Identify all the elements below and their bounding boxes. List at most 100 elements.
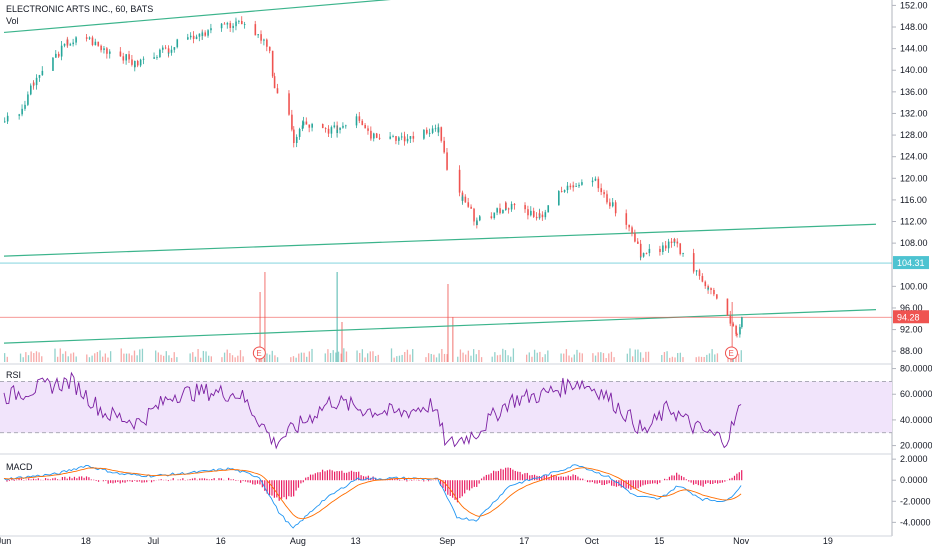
volume-bar bbox=[677, 353, 678, 362]
candle-body bbox=[266, 40, 268, 47]
macd-hist-bar bbox=[136, 480, 137, 482]
x-tick-label: Nov bbox=[733, 536, 750, 546]
macd-hist-bar bbox=[445, 480, 446, 491]
macd-hist-bar bbox=[55, 478, 56, 480]
macd-hist-bar bbox=[153, 480, 154, 481]
y-tick-label: 100.00 bbox=[900, 281, 928, 291]
candle-body bbox=[100, 48, 102, 50]
macd-hist-bar bbox=[11, 479, 12, 480]
macd-hist-bar bbox=[609, 480, 610, 483]
macd-hist-bar bbox=[686, 479, 687, 480]
candle-body bbox=[299, 129, 301, 137]
candle-body bbox=[446, 152, 448, 169]
macd-tick-label: -2.0000 bbox=[900, 496, 931, 506]
candle-body bbox=[109, 52, 111, 54]
macd-hist-bar bbox=[705, 480, 706, 484]
volume-bar bbox=[121, 348, 122, 362]
volume-bar bbox=[195, 357, 196, 362]
macd-hist-bar bbox=[173, 478, 174, 480]
volume-bar bbox=[110, 351, 111, 362]
candle-body bbox=[361, 121, 363, 125]
volume-bar bbox=[277, 357, 278, 362]
candle-body bbox=[89, 37, 91, 38]
volume-bar bbox=[497, 355, 498, 362]
volume-bar bbox=[211, 356, 212, 362]
volume-bar bbox=[460, 349, 461, 362]
candle-body bbox=[308, 125, 310, 128]
volume-bar bbox=[325, 353, 326, 362]
candle-body bbox=[128, 54, 130, 59]
volume-bar bbox=[613, 357, 614, 362]
candle-body bbox=[598, 179, 600, 188]
volume-bar bbox=[661, 355, 662, 362]
macd-hist-bar bbox=[235, 480, 236, 481]
candle-body bbox=[120, 52, 122, 57]
volume-bar bbox=[574, 355, 575, 362]
x-tick-label: Sep bbox=[439, 536, 455, 546]
macd-hist-bar bbox=[587, 480, 588, 482]
macd-hist-bar bbox=[724, 480, 725, 481]
y-tick-label: 128.00 bbox=[900, 130, 928, 140]
macd-hist-bar bbox=[486, 475, 487, 480]
volume-bar bbox=[600, 352, 601, 362]
macd-line bbox=[4, 465, 741, 528]
macd-hist-bar bbox=[322, 470, 323, 481]
macd-hist-bar bbox=[698, 480, 699, 485]
macd-hist-bar bbox=[652, 480, 653, 483]
macd-hist-bar bbox=[491, 473, 492, 480]
candle-body bbox=[260, 34, 262, 41]
macd-hist-bar bbox=[33, 479, 34, 481]
candle-body bbox=[24, 105, 26, 109]
macd-hist-bar bbox=[580, 479, 581, 481]
candle-body bbox=[704, 282, 706, 286]
candle-body bbox=[404, 137, 406, 142]
macd-hist-bar bbox=[474, 480, 475, 487]
volume-bar bbox=[465, 355, 466, 362]
macd-hist-bar bbox=[303, 480, 304, 482]
candle-body bbox=[202, 32, 204, 35]
macd-hist-bar bbox=[93, 480, 94, 481]
volume-bar bbox=[266, 353, 267, 362]
x-tick-label: 17 bbox=[519, 536, 529, 546]
macd-hist-bar bbox=[703, 480, 704, 487]
volume-bar bbox=[428, 353, 429, 362]
candle-body bbox=[359, 116, 361, 120]
volume-bar bbox=[25, 352, 26, 362]
candle-body bbox=[693, 253, 695, 271]
macd-hist-bar bbox=[498, 471, 499, 480]
volume-bar bbox=[62, 354, 63, 362]
volume-bar bbox=[409, 355, 410, 362]
volume-bar bbox=[635, 350, 636, 362]
candle-body bbox=[336, 130, 338, 133]
macd-hist-bar bbox=[399, 480, 400, 481]
volume-label: Vol bbox=[6, 16, 19, 26]
macd-hist-bar bbox=[681, 476, 682, 480]
macd-hist-bar bbox=[558, 477, 559, 480]
candle-body bbox=[210, 28, 212, 30]
candle-body bbox=[502, 210, 504, 213]
candle-body bbox=[140, 60, 142, 66]
candle-body bbox=[595, 179, 597, 181]
macd-hist-bar bbox=[688, 480, 689, 481]
volume-bar bbox=[492, 357, 493, 362]
macd-hist-bar bbox=[731, 478, 732, 480]
volume-bar bbox=[672, 357, 673, 362]
volume-bar bbox=[566, 349, 567, 362]
macd-hist-bar bbox=[315, 473, 316, 480]
volume-bar bbox=[513, 348, 514, 362]
x-tick-label: Jun bbox=[0, 536, 11, 546]
macd-hist-bar bbox=[604, 480, 605, 485]
candle-body bbox=[511, 204, 513, 209]
candle-body bbox=[514, 204, 516, 205]
candle-body bbox=[207, 30, 209, 35]
candle-body bbox=[291, 115, 293, 130]
candle-body bbox=[467, 202, 469, 206]
volume-bar bbox=[372, 351, 373, 362]
volume-bar bbox=[643, 358, 644, 362]
macd-hist-bar bbox=[597, 480, 598, 483]
candle-body bbox=[272, 51, 274, 76]
rsi-tick-label: 60.0000 bbox=[900, 389, 932, 399]
candle-body bbox=[572, 185, 574, 186]
